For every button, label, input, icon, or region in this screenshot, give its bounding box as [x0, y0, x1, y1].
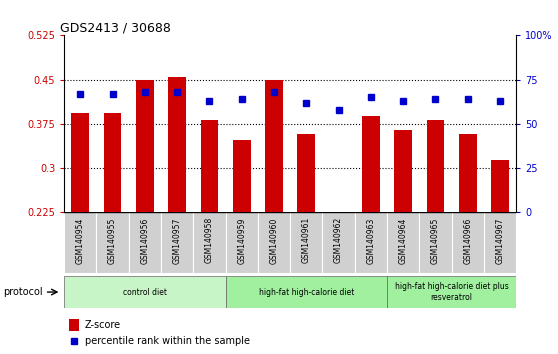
Text: GSM140963: GSM140963	[367, 217, 376, 264]
Bar	[387, 212, 419, 273]
Bar	[395, 130, 412, 212]
Text: GSM140954: GSM140954	[76, 217, 85, 264]
Bar	[69, 319, 79, 331]
Bar	[323, 212, 355, 273]
Text: GSM140956: GSM140956	[141, 217, 150, 264]
Bar	[362, 116, 380, 212]
Text: GSM140965: GSM140965	[431, 217, 440, 264]
Bar	[136, 80, 154, 212]
Text: GDS2413 / 30688: GDS2413 / 30688	[60, 21, 171, 34]
Text: GSM140958: GSM140958	[205, 217, 214, 263]
Text: GSM140961: GSM140961	[302, 217, 311, 263]
Bar	[426, 120, 444, 212]
Bar	[265, 80, 283, 212]
Bar	[258, 212, 290, 273]
Text: high-fat high-calorie diet: high-fat high-calorie diet	[258, 287, 354, 297]
Bar	[387, 276, 516, 308]
Bar	[64, 276, 225, 308]
Bar	[225, 276, 387, 308]
Text: GSM140955: GSM140955	[108, 217, 117, 264]
Bar	[484, 212, 516, 273]
Bar	[97, 212, 129, 273]
Bar	[491, 160, 509, 212]
Bar	[290, 212, 323, 273]
Bar	[71, 113, 89, 212]
Bar	[104, 113, 122, 212]
Text: percentile rank within the sample: percentile rank within the sample	[84, 336, 249, 346]
Bar	[225, 212, 258, 273]
Bar	[419, 212, 451, 273]
Bar	[161, 212, 193, 273]
Bar	[459, 134, 477, 212]
Bar	[169, 77, 186, 212]
Bar	[193, 212, 225, 273]
Text: GSM140960: GSM140960	[270, 217, 278, 264]
Text: GSM140959: GSM140959	[237, 217, 246, 264]
Text: high-fat high-calorie diet plus
resveratrol: high-fat high-calorie diet plus resverat…	[395, 282, 508, 302]
Bar	[297, 134, 315, 212]
Bar	[200, 120, 218, 212]
Text: GSM140962: GSM140962	[334, 217, 343, 263]
Bar	[451, 212, 484, 273]
Bar	[355, 212, 387, 273]
Text: GSM140957: GSM140957	[172, 217, 182, 264]
Text: Z-score: Z-score	[84, 320, 121, 330]
Text: GSM140966: GSM140966	[463, 217, 472, 264]
Text: GSM140964: GSM140964	[398, 217, 408, 264]
Text: GSM140967: GSM140967	[496, 217, 504, 264]
Bar	[64, 212, 97, 273]
Bar	[129, 212, 161, 273]
Bar	[233, 140, 251, 212]
Text: protocol: protocol	[3, 287, 42, 297]
Text: control diet: control diet	[123, 287, 167, 297]
